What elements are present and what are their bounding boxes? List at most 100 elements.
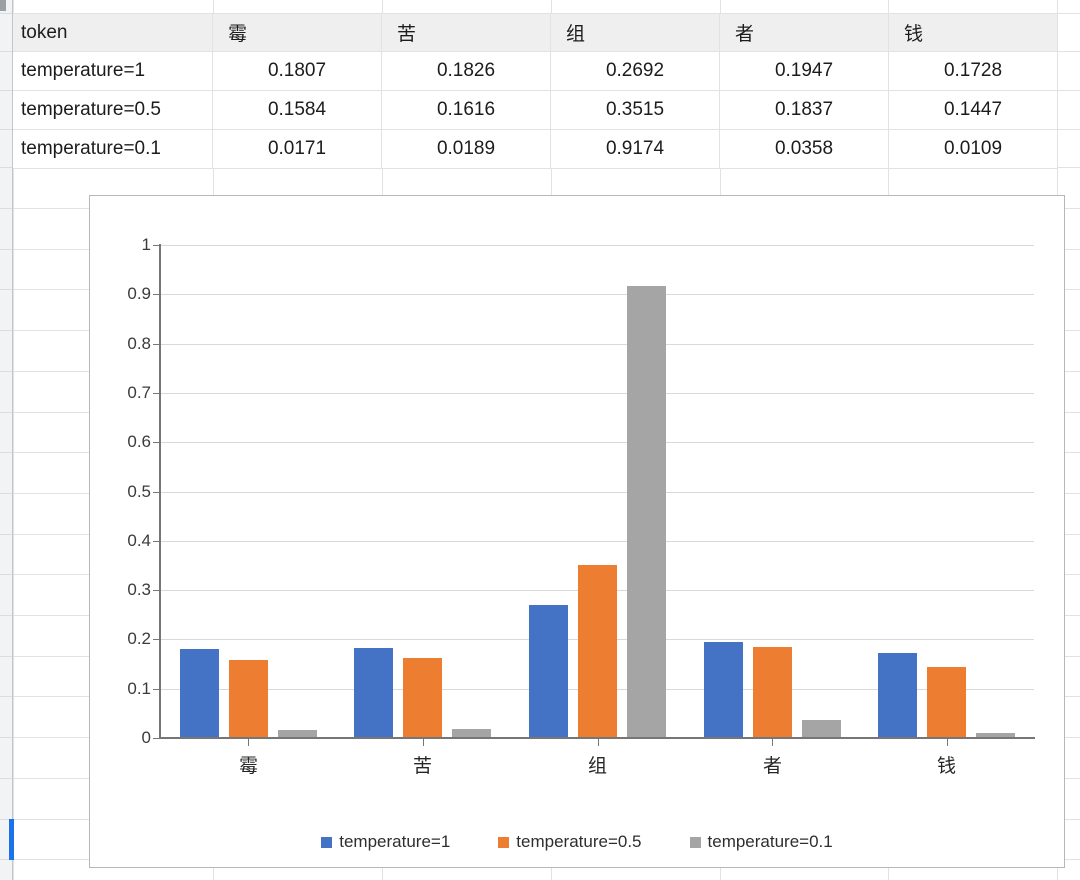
bar-temperature=1-者[interactable]	[704, 642, 743, 738]
chart-legend: temperature=1 temperature=0.5 temperature=…	[90, 829, 1064, 855]
grid-row-line	[0, 696, 12, 697]
grid-row-line	[0, 249, 12, 250]
y-axis-label: 0.2	[127, 629, 151, 648]
bar-temperature=1-霉[interactable]	[180, 649, 219, 738]
grid-row-line	[0, 371, 12, 372]
table-value-cell[interactable]: 0.1584	[213, 91, 382, 130]
y-axis-label: 0.7	[127, 383, 151, 402]
grid-row-line	[0, 412, 12, 413]
table-value-cell[interactable]: 0.9174	[551, 130, 720, 169]
bar-temperature=0.5-者[interactable]	[753, 647, 792, 738]
y-axis-tick	[153, 344, 160, 345]
table-value-cell[interactable]: 0.0109	[889, 130, 1058, 169]
y-axis-label: 0.6	[127, 432, 151, 451]
table-row-label[interactable]: temperature=0.1	[13, 130, 213, 169]
table-header-cell[interactable]: 苦	[382, 14, 551, 52]
chart-gridline	[161, 344, 1034, 345]
table-value-cell[interactable]: 0.1826	[382, 52, 551, 91]
bar-chart-panel[interactable]: temperature=1 temperature=0.5 temperature=…	[89, 195, 1065, 868]
bar-temperature=1-苦[interactable]	[354, 648, 393, 738]
table-value-cell[interactable]: 0.1447	[889, 91, 1058, 130]
y-axis-tick	[153, 442, 160, 443]
legend-label: temperature=0.5	[516, 832, 642, 851]
bar-temperature=0.1-苦[interactable]	[452, 729, 491, 738]
table-value-cell[interactable]: 0.1837	[720, 91, 889, 130]
table-header-cell[interactable]: 组	[551, 14, 720, 52]
table-value-cell[interactable]: 0.3515	[551, 91, 720, 130]
y-axis-label: 0	[141, 728, 151, 747]
y-axis-tick	[153, 639, 160, 640]
category-label: 钱	[936, 756, 956, 777]
legend-label: temperature=0.1	[707, 832, 833, 851]
y-axis-tick	[153, 492, 160, 493]
table-value-cell[interactable]: 0.0171	[213, 130, 382, 169]
bar-temperature=1-组[interactable]	[529, 605, 568, 738]
grid-row-line	[0, 859, 12, 860]
row-header-corner	[0, 0, 6, 11]
grid-row-line	[0, 737, 12, 738]
table-header-cell[interactable]: 者	[720, 14, 889, 52]
selected-row-indicator	[9, 819, 14, 860]
legend-item-temperature=1[interactable]: temperature=1	[321, 832, 450, 852]
y-axis-tick	[153, 738, 160, 739]
chart-gridline	[161, 245, 1034, 246]
y-axis-tick	[153, 294, 160, 295]
grid-row-line	[0, 129, 12, 130]
table-value-cell[interactable]: 0.0189	[382, 130, 551, 169]
table-value-cell[interactable]: 0.2692	[551, 52, 720, 91]
y-axis-label: 0.9	[127, 284, 151, 303]
y-axis-label: 0.5	[127, 482, 151, 501]
y-axis-line	[159, 244, 161, 739]
table-header-cell[interactable]: 霉	[213, 14, 382, 52]
table-header-cell[interactable]: 钱	[889, 14, 1058, 52]
x-axis-tick	[772, 739, 773, 746]
grid-row-line	[0, 289, 12, 290]
bar-temperature=0.5-苦[interactable]	[403, 658, 442, 738]
grid-row-line	[0, 615, 12, 616]
chart-gridline	[161, 442, 1034, 443]
chart-gridline	[161, 541, 1034, 542]
y-axis-tick	[153, 689, 160, 690]
bar-temperature=0.1-霉[interactable]	[278, 730, 317, 738]
y-axis-label: 0.4	[127, 531, 151, 550]
table-row-label[interactable]: temperature=1	[13, 52, 213, 91]
grid-row-line	[0, 819, 12, 820]
legend-item-temperature=0.1[interactable]: temperature=0.1	[689, 832, 833, 852]
bar-temperature=0.5-霉[interactable]	[229, 660, 268, 738]
category-label: 霉	[238, 756, 258, 777]
category-label: 组	[587, 756, 607, 777]
grid-row-line	[0, 493, 12, 494]
x-axis-line	[159, 737, 1035, 739]
grid-row-line	[0, 574, 12, 575]
bar-temperature=1-钱[interactable]	[878, 653, 917, 738]
bar-temperature=0.5-组[interactable]	[578, 565, 617, 738]
y-axis-tick	[153, 245, 160, 246]
chart-gridline	[161, 294, 1034, 295]
bar-temperature=0.1-者[interactable]	[802, 720, 841, 738]
y-axis-label: 0.8	[127, 334, 151, 353]
table-row-label[interactable]: temperature=0.5	[13, 91, 213, 130]
bar-temperature=0.1-组[interactable]	[627, 286, 666, 738]
legend-swatch-icon	[498, 836, 510, 848]
table-value-cell[interactable]: 0.1728	[889, 52, 1058, 91]
grid-column-line	[13, 0, 14, 880]
bar-temperature=0.5-钱[interactable]	[927, 667, 966, 738]
legend-item-temperature=0.5[interactable]: temperature=0.5	[498, 832, 642, 852]
bar-temperature=0.1-钱[interactable]	[976, 733, 1015, 738]
category-label: 者	[762, 756, 782, 777]
row-header-strip[interactable]	[0, 0, 13, 880]
legend-swatch-icon	[689, 836, 701, 848]
y-axis-label: 1	[141, 235, 151, 254]
table-value-cell[interactable]: 0.1947	[720, 52, 889, 91]
grid-row-line	[0, 13, 12, 14]
grid-row-line	[0, 208, 12, 209]
chart-gridline	[161, 393, 1034, 394]
table-value-cell[interactable]: 0.0358	[720, 130, 889, 169]
y-axis-tick	[153, 541, 160, 542]
table-header-token[interactable]: token	[13, 14, 213, 52]
grid-row-line	[0, 656, 12, 657]
y-axis-label: 0.1	[127, 679, 151, 698]
grid-row-line	[0, 778, 12, 779]
table-value-cell[interactable]: 0.1616	[382, 91, 551, 130]
table-value-cell[interactable]: 0.1807	[213, 52, 382, 91]
